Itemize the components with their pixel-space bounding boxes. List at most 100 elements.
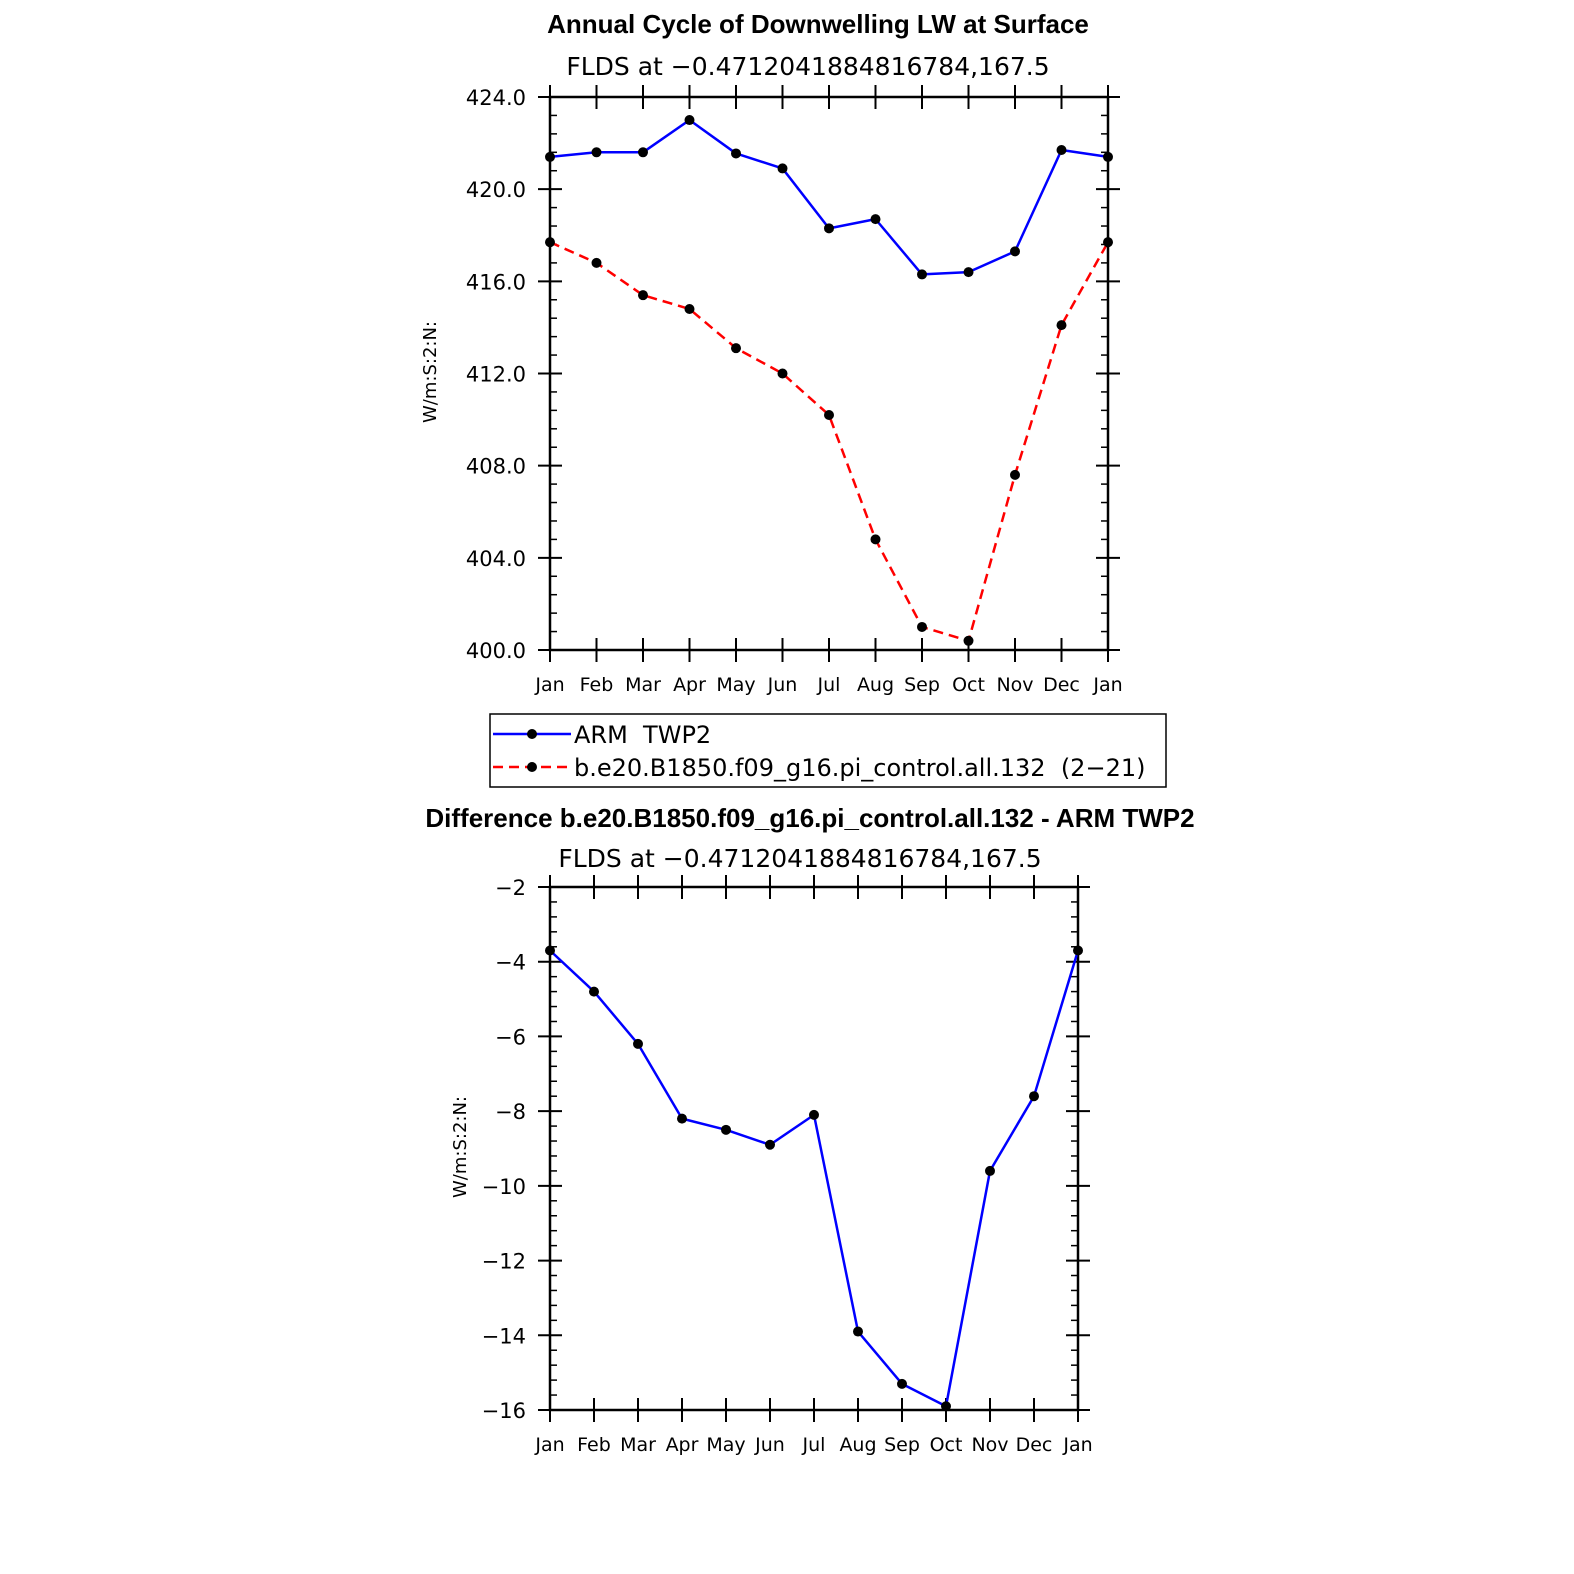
series-0-point: [824, 223, 834, 234]
legend-marker-arm: [527, 729, 537, 739]
x-tick-label: Jul: [817, 674, 841, 696]
series-0-point: [545, 151, 555, 162]
series-1-point: [545, 237, 555, 248]
y-tick-label: −2: [495, 876, 526, 900]
x-tick-label: Dec: [1043, 674, 1080, 696]
x-tick-label: Jan: [1062, 1434, 1092, 1456]
x-tick-label: May: [706, 1434, 745, 1456]
series-markers: [545, 945, 1083, 1412]
series-markers: [545, 115, 1113, 646]
series-0-point: [589, 986, 599, 997]
series-1-point: [1056, 320, 1067, 331]
series-line-0: [549, 949, 1080, 1408]
series-0-point: [765, 1139, 775, 1150]
y-tick-label: −6: [495, 1025, 526, 1049]
x-tick-label: Aug: [857, 674, 894, 696]
series-0-point: [897, 1378, 907, 1389]
series-0-point: [731, 148, 741, 159]
y-tick-label: −14: [482, 1324, 526, 1348]
series-0-point: [1029, 1091, 1039, 1102]
series-0-point: [545, 945, 555, 956]
y-tick-label: 420.0: [466, 178, 526, 202]
x-tick-label: Oct: [952, 674, 985, 696]
legend-box: [489, 713, 1167, 788]
series-1-point: [824, 409, 834, 420]
y-tick-label: −8: [495, 1100, 526, 1124]
y-tick-label: −12: [482, 1250, 526, 1274]
series-0-point: [809, 1109, 819, 1120]
legend-label-model: b.e20.B1850.f09_g16.pi_control.all.132 (…: [574, 754, 1145, 782]
series-1-point: [1010, 469, 1020, 480]
series-line-1: [549, 241, 1110, 643]
chart-title: Difference b.e20.B1850.f09_g16.pi_contro…: [425, 803, 1194, 833]
legend: ARM TWP2 b.e20.B1850.f09_g16.pi_control.…: [489, 713, 1167, 788]
series-0-point: [638, 147, 648, 158]
series-0-point: [721, 1124, 731, 1135]
y-tick-label: −16: [482, 1399, 526, 1423]
series-1-point: [777, 368, 788, 379]
series-1-point: [638, 290, 648, 301]
series-0-point: [870, 214, 881, 225]
difference-chart: Difference b.e20.B1850.f09_g16.pi_contro…: [425, 803, 1194, 1456]
x-tick-label: Nov: [971, 1434, 1008, 1456]
x-tick-label: Jan: [534, 1434, 564, 1456]
series-0-point: [677, 1113, 687, 1124]
series-0-point: [1073, 945, 1083, 956]
series-0-point: [1010, 246, 1020, 257]
y-tick-label: −4: [495, 951, 526, 975]
series-1-point: [591, 257, 602, 268]
series-0-point: [684, 115, 695, 126]
chart-title: Annual Cycle of Downwelling LW at Surfac…: [547, 9, 1089, 39]
series-0-point: [941, 1401, 951, 1412]
chart-subtitle: FLDS at −0.4712041884816784,167.5: [566, 52, 1049, 81]
y-tick-label: 424.0: [466, 86, 526, 110]
series-lines: [549, 949, 1080, 1408]
x-tick-label: Aug: [839, 1434, 876, 1456]
y-tick-label: 408.0: [466, 455, 526, 479]
series-0-point: [963, 267, 974, 278]
annual-cycle-chart: Annual Cycle of Downwelling LW at Surfac…: [420, 9, 1123, 696]
x-tick-label: Sep: [904, 674, 940, 696]
x-ticks: Jan Feb Mar Apr May Jun Jul Aug Sep Oct Nov Dec Jan: [534, 875, 1093, 1456]
axes-frame: [548, 95, 1110, 652]
x-tick-label: Oct: [930, 1434, 963, 1456]
y-axis-label: W/m:S:2:N:: [450, 1096, 471, 1198]
x-tick-label: Sep: [884, 1434, 920, 1456]
x-tick-label: Jun: [754, 1434, 785, 1456]
series-0-point: [1056, 144, 1067, 155]
series-1-point: [1103, 237, 1113, 248]
series-1-point: [963, 635, 974, 646]
x-tick-label: Jul: [802, 1434, 826, 1456]
x-tick-label: Feb: [577, 1434, 611, 1456]
axes-frame: [548, 885, 1080, 1412]
legend-marker-model: [527, 762, 537, 772]
series-1-point: [731, 343, 741, 354]
series-1-point: [917, 621, 927, 632]
series-0-point: [777, 163, 788, 174]
y-ticks: −16 −14 −12 −10 −8 −6 −4 −2: [482, 876, 1090, 1423]
series-lines: [549, 118, 1110, 643]
x-tick-label: Mar: [620, 1434, 656, 1456]
y-tick-label: 404.0: [466, 547, 526, 571]
legend-label-arm: ARM TWP2: [574, 721, 711, 749]
series-0-point: [1103, 151, 1113, 162]
plot-frame: [548, 95, 1110, 652]
series-0-point: [917, 269, 927, 280]
series-0-point: [591, 147, 602, 158]
x-tick-label: Jan: [534, 674, 564, 696]
y-axis-label: W/m:S:2:N:: [420, 321, 441, 423]
plot-frame: [548, 885, 1080, 1412]
series-1-point: [684, 303, 695, 314]
y-tick-label: 412.0: [466, 363, 526, 387]
y-tick-label: 416.0: [466, 270, 526, 294]
chart-subtitle: FLDS at −0.4712041884816784,167.5: [558, 844, 1041, 873]
x-tick-label: Mar: [625, 674, 661, 696]
x-tick-label: Nov: [996, 674, 1033, 696]
x-tick-label: May: [716, 674, 755, 696]
series-0-point: [853, 1326, 863, 1337]
y-tick-label: 400.0: [466, 639, 526, 663]
series-line-0: [549, 118, 1109, 276]
x-tick-label: Apr: [666, 1434, 699, 1456]
series-1-point: [870, 534, 881, 545]
